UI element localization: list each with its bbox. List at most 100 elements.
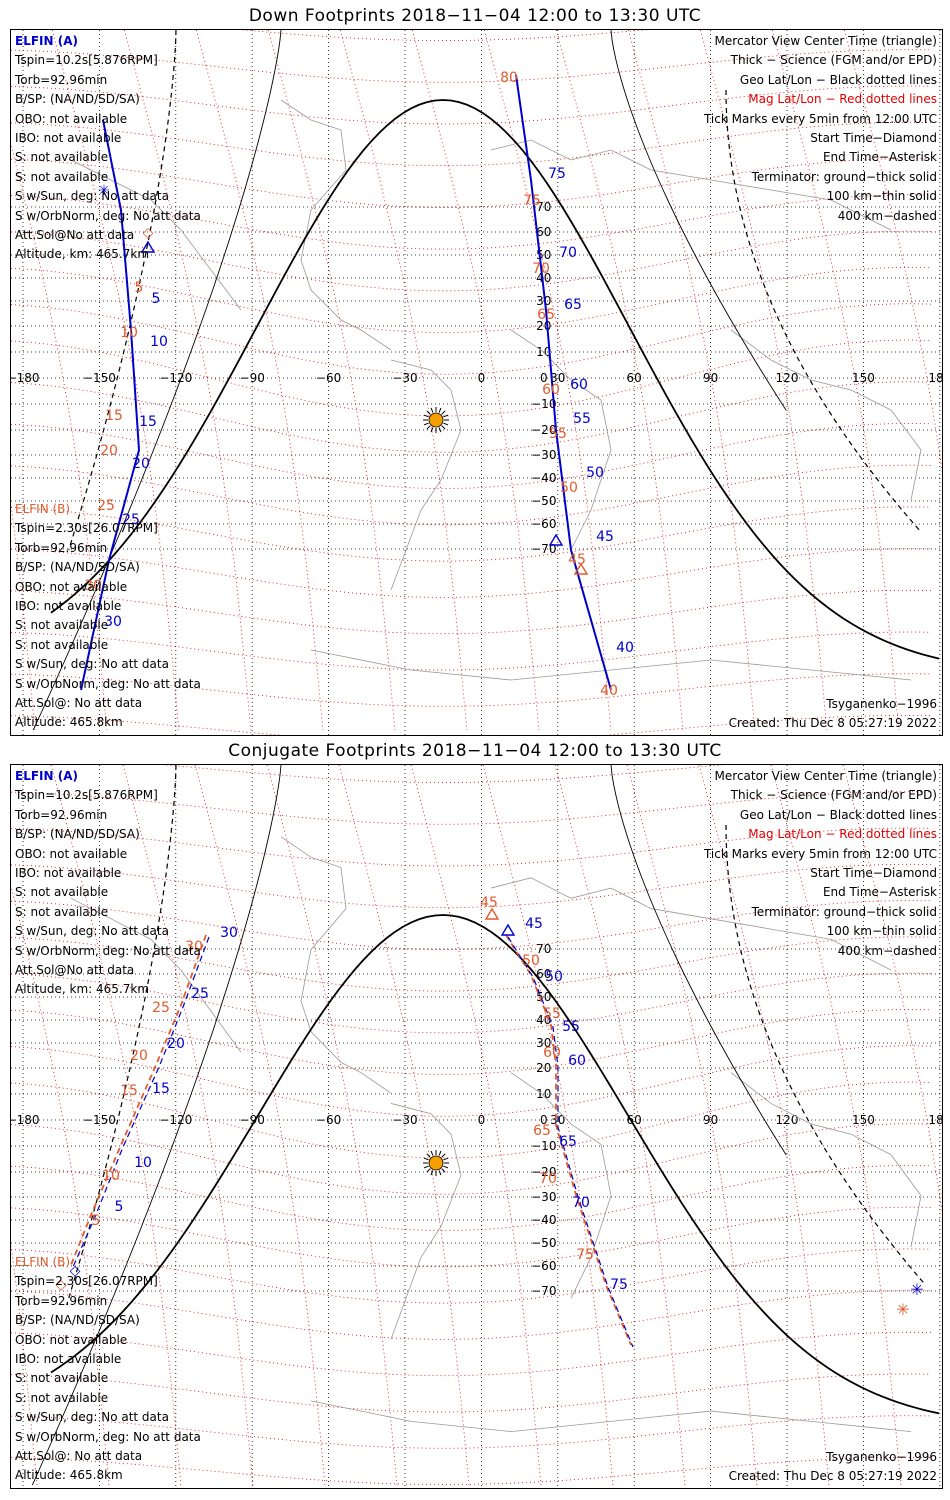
mag-lon-line xyxy=(627,30,756,731)
coastline xyxy=(390,1103,462,1340)
elfin-b-info: ELFIN (B) Tspin=2.30s[26.07RPM] Torb=92.9… xyxy=(15,1253,201,1486)
coastline xyxy=(510,329,612,551)
info-line: S: not available xyxy=(15,169,109,184)
track-tick-label: 30 xyxy=(220,925,238,941)
mag-lon-line xyxy=(843,30,942,473)
info-line: IBO: not available xyxy=(15,866,122,881)
lat-label: −60 xyxy=(531,517,556,531)
track-tick-label: 50 xyxy=(586,465,604,481)
mag-lon-line xyxy=(555,30,684,731)
track-tick-label: 65 xyxy=(559,1134,577,1150)
start-time-diamond: ◇ xyxy=(56,1277,67,1293)
track-tick-label: 50 xyxy=(522,953,540,969)
lon-label: −120 xyxy=(159,1113,192,1127)
info-line: Start Time−Diamond xyxy=(810,131,937,146)
lon-label: 180 xyxy=(928,371,942,385)
track-elfin-b-right xyxy=(505,934,632,1346)
track-tick-label: 65 xyxy=(537,307,555,323)
track-tick-label: 45 xyxy=(596,529,614,545)
track-tick-label: 60 xyxy=(570,377,588,393)
mag-lon-line xyxy=(338,765,470,1486)
track-tick-label: 65 xyxy=(533,1123,551,1139)
lat-label: −50 xyxy=(531,1236,556,1250)
track-tick-label: 55 xyxy=(549,426,567,442)
lat-label: 60 xyxy=(536,967,551,981)
info-line: Mercator View Center Time (triangle) xyxy=(714,769,937,783)
center-time-triangle xyxy=(573,562,589,575)
mag-lon-line xyxy=(483,30,612,731)
info-line: Att.Sol@No att data xyxy=(15,963,135,978)
lon-label: 150 xyxy=(852,1113,875,1127)
info-line: B/SP: (NA/ND/SD/SA) xyxy=(15,92,140,107)
mag-lon-line xyxy=(122,765,254,1486)
mag-lat-line xyxy=(11,1206,932,1268)
track-elfin-b-left xyxy=(70,934,207,1266)
lat-label: −30 xyxy=(531,1190,556,1204)
sun-ray xyxy=(443,422,449,426)
coastline xyxy=(280,836,392,1094)
track-tick-label: 75 xyxy=(576,1247,594,1263)
mag-lon-line xyxy=(770,765,902,1486)
lon-label: 60 xyxy=(627,1113,642,1127)
lat-label: −70 xyxy=(531,542,556,556)
track-tick-label: 20 xyxy=(167,1036,185,1052)
info-line: Torb=92.96min xyxy=(15,807,108,822)
info-line: IBO: not available xyxy=(15,131,122,146)
mag-lat-line xyxy=(11,1009,932,1075)
mag-lat-line xyxy=(11,230,932,292)
info-line: Tick Marks every 5min from 12:00 UTC xyxy=(703,846,937,861)
info-line: OBO: not available xyxy=(15,1332,128,1347)
track-tick-label: 60 xyxy=(542,382,560,398)
lat-label: 0 xyxy=(540,371,548,385)
track-tick-label: 25 xyxy=(152,1000,170,1016)
info-line: S: not available xyxy=(15,637,109,652)
center-time-triangle xyxy=(500,923,516,936)
mag-lon-line xyxy=(482,765,614,1486)
info-line: Mercator View Center Time (triangle) xyxy=(714,34,937,48)
info-line: Att.Sol@: No att data xyxy=(15,696,143,711)
start-time-diamond: ◇ xyxy=(70,1263,81,1279)
track-tick-label: 55 xyxy=(573,411,591,427)
sun-ray xyxy=(426,1153,431,1158)
sun-ray xyxy=(441,425,446,430)
lon-label: −90 xyxy=(240,1113,265,1127)
coastline xyxy=(70,897,242,1053)
info-line: S w/Sun, deg: No att data xyxy=(15,189,169,204)
elfin-b-info: ELFIN (B) Tspin=2.30s[26.07RPM] Torb=92.9… xyxy=(15,500,201,733)
map-canvas: 706050403020100−10−20−30−40−50−60−70−180… xyxy=(11,30,942,735)
lon-label: 30 xyxy=(550,371,565,385)
info-line: Mag Lat/Lon − Red dotted lines xyxy=(748,827,937,842)
info-line: 400 km−dashed xyxy=(837,208,937,223)
lat-label: −30 xyxy=(531,448,556,462)
track-tick-label: 60 xyxy=(568,1053,586,1069)
track-tick-label: 10 xyxy=(102,1168,120,1184)
coastline xyxy=(510,1072,612,1299)
lon-label: −120 xyxy=(159,371,192,385)
mag-lat-line xyxy=(11,158,932,208)
elfin-a-label: ELFIN (A) xyxy=(15,34,78,48)
lon-label: 120 xyxy=(776,371,799,385)
end-time-asterisk: ✳ xyxy=(910,1280,923,1299)
down-footprints-map: 706050403020100−10−20−30−40−50−60−70−180… xyxy=(10,29,943,736)
track-tick-label: 5 xyxy=(135,280,144,296)
lat-label: −20 xyxy=(531,423,556,437)
track-tick-label: 25 xyxy=(97,498,115,514)
info-line: S w/OrbNorm, deg: No att data xyxy=(15,676,201,691)
sun-ray xyxy=(426,425,431,430)
mag-lon-line xyxy=(267,30,396,731)
track-tick-label: 70 xyxy=(539,1171,557,1187)
mag-lat-line xyxy=(11,1081,932,1159)
track-tick-label: 25 xyxy=(191,986,209,1002)
info-line: S: not available xyxy=(15,885,109,900)
lon-label: −30 xyxy=(392,1113,417,1127)
track-tick-label: 40 xyxy=(600,683,618,699)
info-line: End Time−Asterisk xyxy=(822,885,937,900)
mag-lat-line xyxy=(11,464,932,526)
coastline xyxy=(310,1400,912,1432)
lat-label: −40 xyxy=(531,1213,556,1227)
track-tick-label: 15 xyxy=(139,414,157,430)
info-line: Thick − Science (FGM and/or EPD) xyxy=(730,53,937,68)
info-line: Start Time−Diamond xyxy=(810,866,937,881)
track-tick-label: 75 xyxy=(523,193,541,209)
info-line: 100 km−thin solid xyxy=(826,924,937,939)
